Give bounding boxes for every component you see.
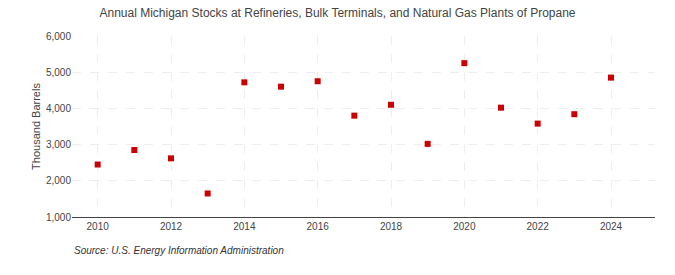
svg-text:2,000: 2,000 <box>46 175 71 186</box>
svg-text:4,000: 4,000 <box>46 103 71 114</box>
svg-text:2018: 2018 <box>380 221 403 232</box>
svg-text:5,000: 5,000 <box>46 67 71 78</box>
svg-text:1,000: 1,000 <box>46 212 71 223</box>
svg-text:2012: 2012 <box>160 221 183 232</box>
svg-text:Thousand Barrels: Thousand Barrels <box>30 83 42 170</box>
svg-text:2024: 2024 <box>600 221 623 232</box>
svg-text:Source: U.S. Energy Informatio: Source: U.S. Energy Information Administ… <box>74 245 284 256</box>
svg-text:6,000: 6,000 <box>46 31 71 42</box>
svg-text:2020: 2020 <box>453 221 476 232</box>
svg-text:2022: 2022 <box>527 221 550 232</box>
svg-text:2010: 2010 <box>87 221 110 232</box>
svg-text:2016: 2016 <box>307 221 330 232</box>
svg-text:Annual Michigan Stocks at Refi: Annual Michigan Stocks at Refineries, Bu… <box>99 6 575 20</box>
svg-text:3,000: 3,000 <box>46 139 71 150</box>
svg-text:2014: 2014 <box>233 221 256 232</box>
